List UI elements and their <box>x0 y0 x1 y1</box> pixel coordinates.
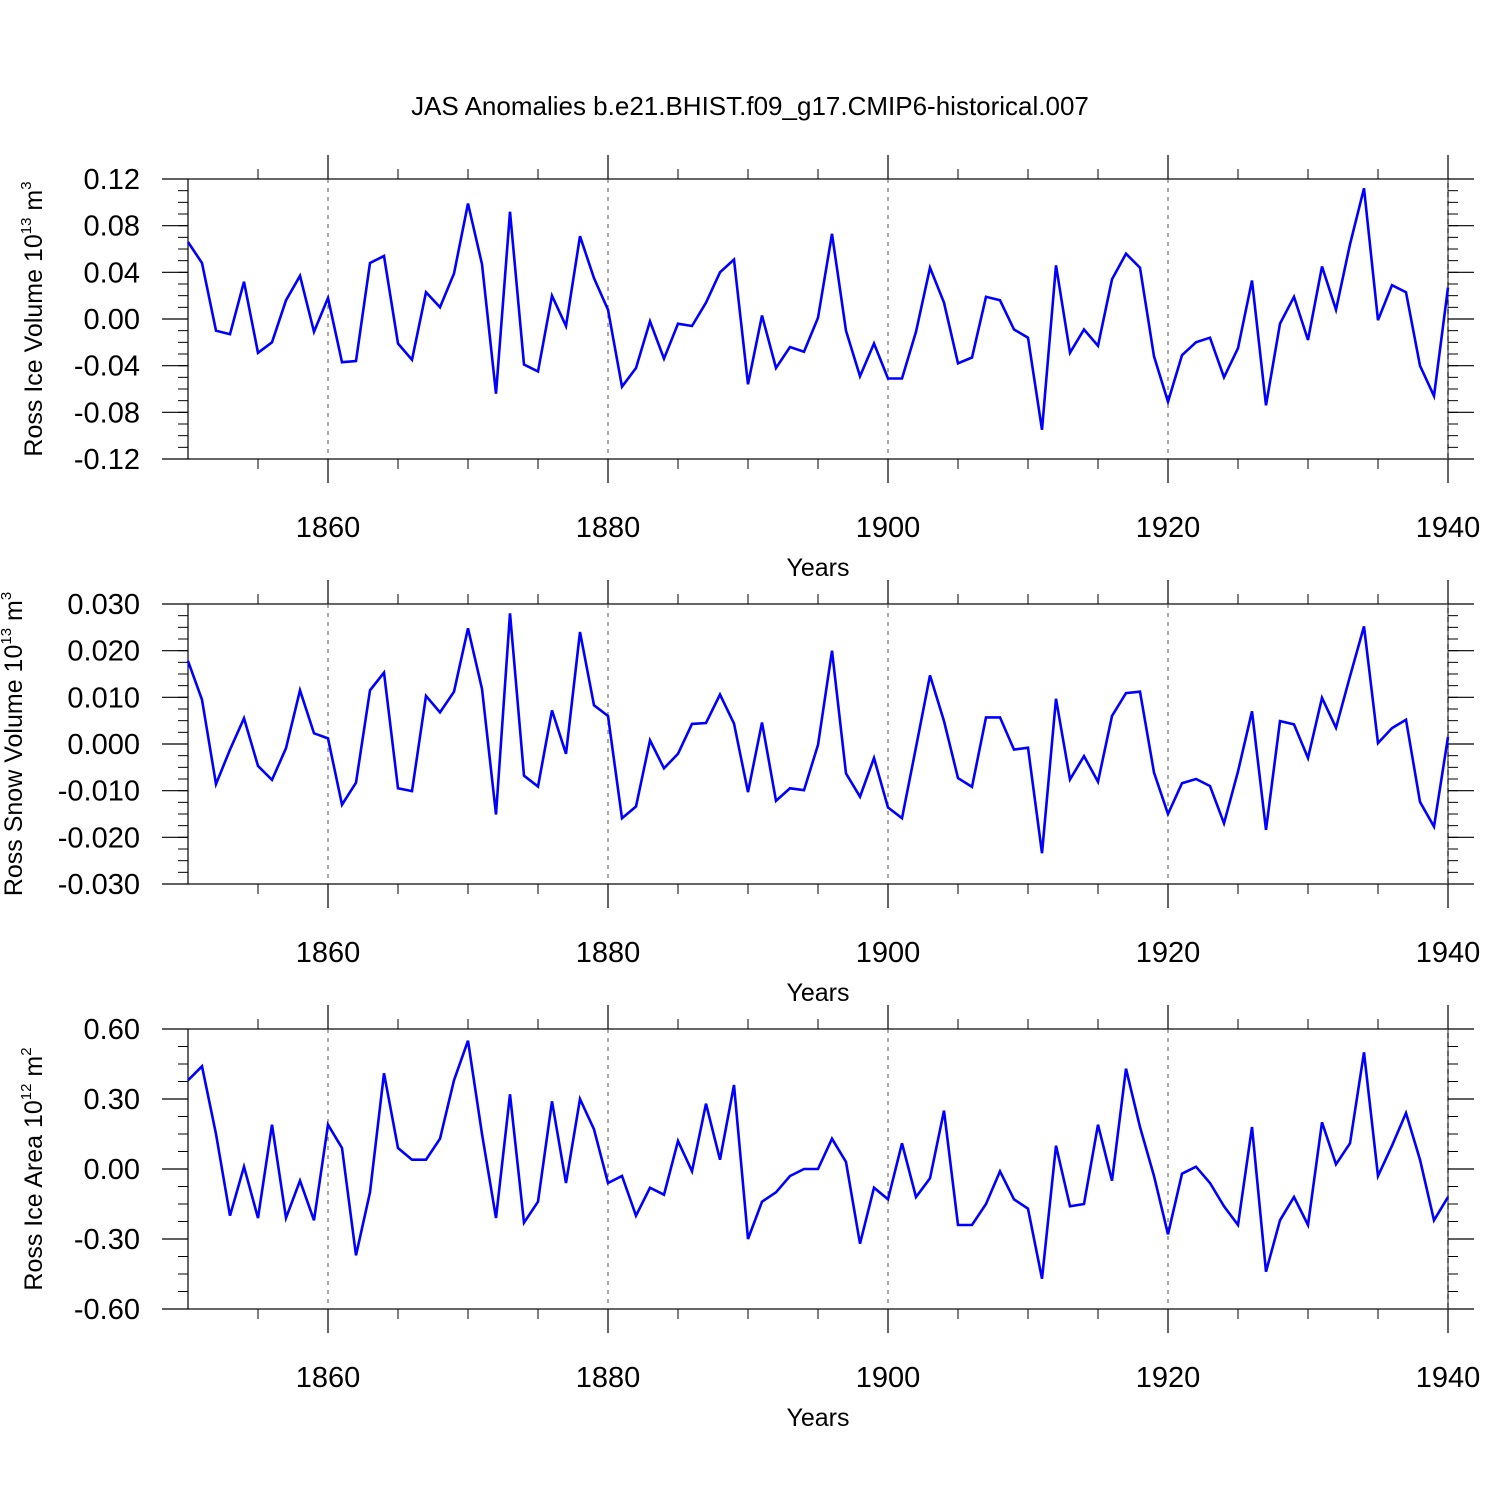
ice-volume-y-tick-label: 0.04 <box>84 257 140 289</box>
ice-volume-series-line <box>186 187 1450 430</box>
snow-volume-x-tick-label: 1900 <box>856 937 921 969</box>
panel-ross-ice-volume: 1860 1880 1900 1920 1940 0.12 0.08 0.04 0.00 -0.0… <box>18 155 1480 582</box>
snow-volume-y-tick-label: 0.030 <box>67 589 140 621</box>
snow-volume-y-tick-label: 0.020 <box>67 636 140 668</box>
snow-volume-x-tick-label: 1860 <box>296 937 361 969</box>
snow-volume-y-tick-label: 0.010 <box>67 682 140 714</box>
panel-ross-ice-area: 1860 1880 1900 1920 1940 0.60 0.30 0.00 -0.30 -0.… <box>18 1005 1480 1432</box>
chart-title: JAS Anomalies b.e21.BHIST.f09_g17.CMIP6-… <box>411 91 1089 121</box>
ice-volume-x-tick-label: 1900 <box>856 512 921 544</box>
snow-volume-y-tick-label: 0.000 <box>67 729 140 761</box>
snow-volume-y-tick-label: -0.020 <box>58 822 140 854</box>
ice-volume-y-tick-label: -0.04 <box>74 351 140 383</box>
snow-volume-x-axis-label: Years <box>786 979 849 1007</box>
ice-volume-y-tick-label: 0.08 <box>84 211 140 243</box>
snow-volume-x-tick-label: 1880 <box>576 937 641 969</box>
snow-volume-y-tick-label: -0.030 <box>58 869 140 901</box>
ice-area-x-tick-label: 1900 <box>856 1362 921 1394</box>
ice-area-series-line <box>187 1040 1450 1279</box>
ice-volume-x-axis-label: Years <box>786 554 849 582</box>
ice-area-y-tick-label: -0.30 <box>74 1224 140 1256</box>
ice-volume-y-tick-label: 0.12 <box>84 164 140 196</box>
ice-area-y-tick-label: 0.00 <box>84 1154 140 1186</box>
ice-area-y-axis-label: Ross Ice Area 1012 m2 <box>18 1047 48 1290</box>
ice-volume-x-tick-label: 1880 <box>576 512 641 544</box>
snow-volume-x-tick-label: 1920 <box>1136 937 1201 969</box>
ice-area-y-tick-label: 0.30 <box>84 1084 140 1116</box>
ice-area-y-tick-label: -0.60 <box>74 1294 140 1326</box>
ice-area-y-tick-label: 0.60 <box>84 1014 140 1046</box>
ice-volume-y-axis-label: Ross Ice Volume 1013 m3 <box>18 181 48 456</box>
ice-area-x-axis-label: Years <box>786 1404 849 1432</box>
snow-volume-series-line <box>186 613 1450 854</box>
panel-ross-snow-volume: 1860 1880 1900 1920 1940 0.030 0.020 0.010 0.000… <box>0 580 1480 1007</box>
ice-volume-y-tick-label: 0.00 <box>84 304 140 336</box>
ice-volume-y-tick-label: -0.08 <box>74 397 140 429</box>
snow-volume-y-tick-label: -0.010 <box>58 776 140 808</box>
ice-area-x-tick-label: 1940 <box>1416 1362 1481 1394</box>
ice-volume-x-tick-label: 1940 <box>1416 512 1481 544</box>
ice-area-x-tick-label: 1920 <box>1136 1362 1201 1394</box>
snow-volume-x-tick-label: 1940 <box>1416 937 1481 969</box>
snow-volume-y-axis-label: Ross Snow Volume 1013 m3 <box>0 592 28 896</box>
ice-volume-x-tick-label: 1860 <box>296 512 361 544</box>
ice-area-x-tick-label: 1860 <box>296 1362 361 1394</box>
ice-volume-x-tick-label: 1920 <box>1136 512 1201 544</box>
ice-area-x-tick-label: 1880 <box>576 1362 641 1394</box>
ice-volume-y-tick-label: -0.12 <box>74 444 140 476</box>
